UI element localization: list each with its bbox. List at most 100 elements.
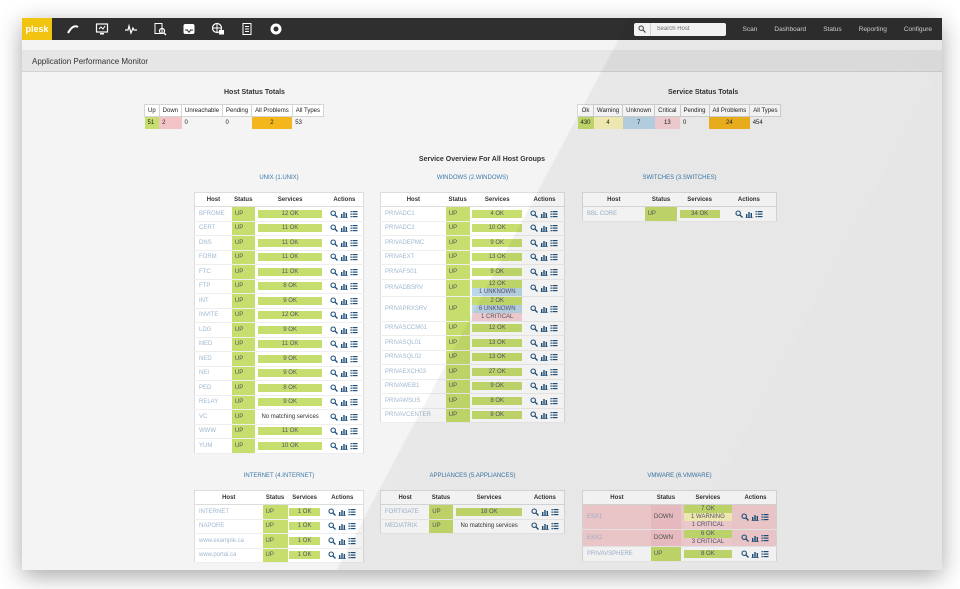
svc-alltypes-count[interactable]: 454 (752, 119, 763, 126)
search-icon[interactable] (529, 411, 539, 420)
host-link[interactable]: PRIVADEPMC (380, 235, 446, 251)
list-icon[interactable] (760, 550, 770, 558)
bar-chart-icon[interactable] (539, 226, 549, 233)
service-count[interactable]: 9 OK (258, 398, 323, 407)
documents-icon[interactable] (239, 22, 255, 36)
service-count[interactable]: 2 OK (472, 296, 523, 305)
list-icon[interactable] (349, 312, 359, 319)
search-icon[interactable] (530, 508, 540, 516)
group-title-vmware[interactable]: VMWARE (6.VMWARE) (647, 473, 712, 479)
list-icon[interactable] (549, 284, 559, 291)
service-count[interactable]: 8 OK (683, 549, 733, 558)
host-link[interactable]: PRIVASQL02 (380, 350, 446, 365)
list-icon[interactable] (347, 537, 357, 545)
host-link[interactable]: PRIVADC2 (380, 221, 446, 236)
search-doc-icon[interactable] (152, 22, 168, 36)
host-link[interactable]: PED (194, 380, 232, 396)
search-icon[interactable] (329, 326, 339, 334)
bar-chart-icon[interactable] (339, 240, 349, 247)
host-link[interactable]: NED (194, 351, 232, 367)
col-actions[interactable]: Actions (734, 490, 777, 505)
bar-chart-icon[interactable] (539, 384, 549, 391)
search-icon[interactable] (329, 340, 339, 349)
nav-configure[interactable]: Configure (903, 25, 932, 33)
col-actions[interactable]: Actions (525, 490, 565, 505)
service-count[interactable]: 13 OK (472, 338, 523, 347)
bar-chart-icon[interactable] (339, 269, 349, 276)
search-icon[interactable] (529, 368, 539, 376)
host-link[interactable]: FORM (194, 250, 232, 265)
circle-icon[interactable] (268, 22, 284, 36)
host-link[interactable]: MED (194, 337, 232, 352)
search-icon[interactable] (329, 398, 339, 407)
host-down-count[interactable]: 2 (159, 116, 182, 129)
col-services[interactable]: Services (677, 192, 722, 207)
col-status[interactable]: Status (644, 192, 678, 207)
bar-chart-icon[interactable] (750, 536, 760, 542)
service-count[interactable]: 27 OK (472, 367, 523, 376)
list-icon[interactable] (349, 413, 359, 421)
bar-chart-icon[interactable] (339, 211, 349, 218)
search-icon[interactable] (529, 239, 539, 247)
host-up-header[interactable]: Up (144, 104, 160, 117)
bar-chart-icon[interactable] (750, 551, 760, 558)
col-actions[interactable]: Actions (524, 192, 565, 207)
bar-chart-icon[interactable] (539, 398, 549, 405)
list-icon[interactable] (347, 508, 357, 516)
list-icon[interactable] (549, 412, 559, 419)
host-link[interactable]: PRIVADC1 (380, 206, 446, 222)
search-input[interactable] (650, 22, 726, 36)
list-icon[interactable] (549, 225, 559, 232)
service-count[interactable]: 10 OK (472, 224, 523, 233)
service-count[interactable]: 1 OK (289, 507, 320, 516)
list-icon[interactable] (549, 254, 559, 261)
search-icon[interactable] (529, 382, 539, 391)
service-count[interactable]: 1 OK (289, 551, 320, 560)
list-icon[interactable] (754, 210, 764, 218)
col-services[interactable]: Services (254, 192, 326, 207)
host-unreachable-count[interactable]: 0 (184, 119, 188, 126)
group-title-internet[interactable]: INTERNET (4.INTERNET) (243, 473, 315, 479)
search-icon[interactable] (529, 397, 539, 405)
bar-chart-icon[interactable] (539, 269, 549, 276)
service-count[interactable]: 4 OK (472, 209, 523, 218)
list-icon[interactable] (549, 325, 559, 332)
list-icon[interactable] (349, 341, 359, 348)
list-icon[interactable] (549, 268, 559, 276)
svc-ok-header[interactable]: Ok (576, 104, 595, 117)
col-services[interactable]: Services (680, 490, 735, 505)
host-up-count[interactable]: 51 (144, 116, 160, 129)
service-count[interactable]: 9 OK (472, 382, 523, 391)
service-count[interactable]: 8 OK (472, 411, 523, 420)
host-link[interactable]: CERT (194, 221, 232, 236)
search-icon[interactable] (529, 268, 539, 276)
host-link[interactable]: PRIVAWEB1 (380, 379, 446, 394)
svc-warning-count[interactable]: 4 (593, 116, 623, 129)
search-icon[interactable] (329, 413, 339, 421)
host-link[interactable]: FTC (194, 264, 232, 280)
host-link[interactable]: YUM (194, 438, 232, 454)
host-alltypes-header[interactable]: All Types (291, 104, 325, 117)
svc-problems-count[interactable]: 24 (709, 116, 750, 129)
list-icon[interactable] (550, 523, 560, 530)
col-status[interactable]: Status (429, 490, 453, 505)
list-icon[interactable] (349, 428, 359, 435)
nav-dashboard[interactable]: Dashboard (774, 25, 807, 33)
host-link[interactable]: www.example.ca (194, 533, 263, 549)
search-icon[interactable] (529, 210, 539, 218)
service-count[interactable]: 9 OK (472, 238, 523, 247)
service-count[interactable]: 9 OK (258, 354, 323, 363)
host-link[interactable]: INT (194, 293, 232, 309)
col-status[interactable]: Status (650, 490, 681, 505)
host-link[interactable]: MEDIATRIX (380, 519, 430, 534)
col-host[interactable]: Host (380, 490, 430, 505)
bar-chart-icon[interactable] (337, 553, 347, 560)
svc-critical-header[interactable]: Critical (654, 104, 681, 117)
svc-critical-count[interactable]: 13 (654, 116, 680, 129)
bar-chart-icon[interactable] (339, 385, 349, 392)
service-count[interactable]: 8 OK (258, 282, 323, 291)
search-icon[interactable] (529, 253, 539, 262)
search-icon[interactable] (529, 304, 539, 313)
svc-ok-count[interactable]: 430 (577, 116, 594, 129)
svc-alltypes-header[interactable]: All Types (749, 104, 782, 117)
